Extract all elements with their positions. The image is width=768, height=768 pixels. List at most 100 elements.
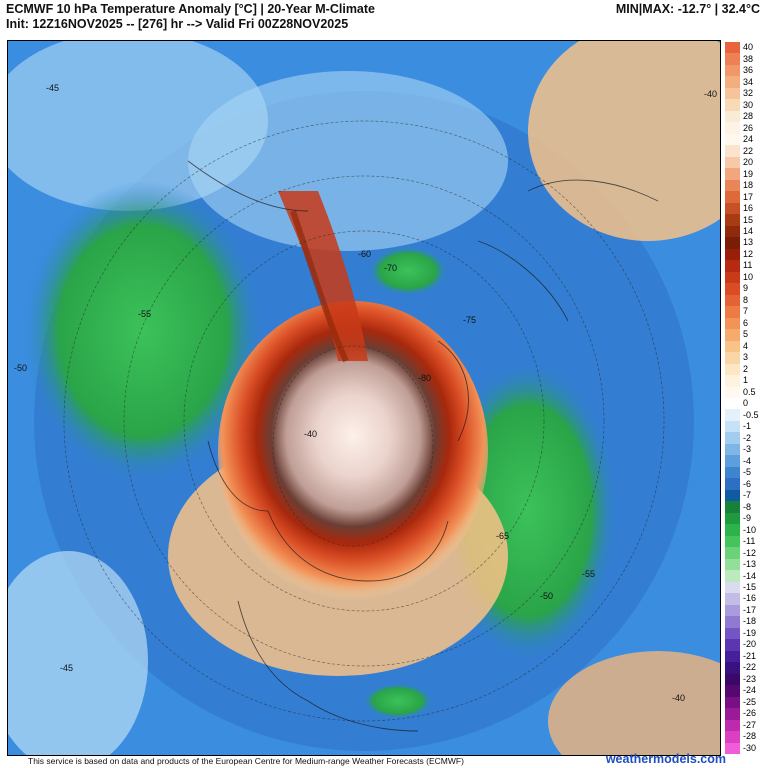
legend-label: -4 xyxy=(743,455,752,466)
legend-label: 9 xyxy=(743,283,749,294)
legend-label: 13 xyxy=(743,237,754,248)
legend-swatch xyxy=(725,489,740,502)
legend-swatch xyxy=(725,639,740,652)
legend-label: -8 xyxy=(743,501,752,512)
legend-swatch xyxy=(725,512,740,525)
legend-swatch xyxy=(725,156,740,169)
contour-label: -50 xyxy=(540,591,554,601)
legend-swatch xyxy=(725,375,740,387)
legend-swatch xyxy=(725,191,740,204)
legend-label: -6 xyxy=(743,478,752,489)
legend-swatch xyxy=(725,558,740,571)
legend-label: -17 xyxy=(743,604,757,615)
legend-label: -16 xyxy=(743,593,757,604)
legend-swatch xyxy=(725,420,740,433)
contour-label: -40 xyxy=(304,429,318,439)
legend-swatch xyxy=(725,317,740,330)
legend-swatch xyxy=(725,87,740,100)
legend-swatch xyxy=(725,202,740,215)
legend-swatch xyxy=(725,53,740,66)
contour-label: -60 xyxy=(358,249,372,259)
legend-swatch xyxy=(725,42,740,54)
legend-label: 6 xyxy=(743,317,749,328)
brand-link[interactable]: weathermodels.com xyxy=(605,752,726,766)
legend-label: 4 xyxy=(743,340,749,351)
legend-label: 14 xyxy=(743,225,754,236)
legend-swatch xyxy=(725,340,740,353)
legend-swatch xyxy=(725,237,740,250)
legend-label: -12 xyxy=(743,547,757,558)
legend-swatch xyxy=(725,294,740,307)
cold-anomaly-west xyxy=(23,181,263,481)
legend-label: -10 xyxy=(743,524,757,535)
legend-swatch xyxy=(725,214,740,227)
contour-label: -65 xyxy=(496,531,510,541)
legend-label: 12 xyxy=(743,248,754,259)
legend-swatch xyxy=(725,673,740,686)
legend-swatch xyxy=(725,524,740,537)
legend-swatch xyxy=(725,719,740,732)
contour-label: -50 xyxy=(14,363,28,373)
legend-label: 3 xyxy=(743,352,749,363)
legend-label: -26 xyxy=(743,708,757,719)
legend-swatch xyxy=(725,685,740,698)
legend-label: 36 xyxy=(743,65,754,76)
legend-swatch xyxy=(725,76,740,89)
legend-swatch xyxy=(725,225,740,238)
temperature-anomaly-map[interactable]: -45 -50 -55 -40 -60 -70 -75 -80 -65 -55 … xyxy=(7,40,721,756)
legend-label: 26 xyxy=(743,122,754,133)
legend-label: 30 xyxy=(743,99,754,110)
legend-swatch xyxy=(725,283,740,296)
legend-label: 1 xyxy=(743,375,749,386)
legend-swatch xyxy=(725,443,740,456)
legend-label: -18 xyxy=(743,616,757,627)
legend-label: -5 xyxy=(743,467,752,478)
legend-label: -11 xyxy=(743,536,756,547)
legend-label: -9 xyxy=(743,513,752,524)
legend-swatch xyxy=(725,742,740,755)
contour-label: -80 xyxy=(418,373,432,383)
legend-label: 22 xyxy=(743,145,754,156)
legend-swatch xyxy=(725,145,740,158)
legend-label: -2 xyxy=(743,432,752,443)
legend-swatch xyxy=(725,260,740,273)
legend-label: 8 xyxy=(743,294,749,305)
legend-label: 18 xyxy=(743,180,754,191)
contour-label: -45 xyxy=(60,663,74,673)
legend-swatch xyxy=(725,547,740,560)
contour-label: -55 xyxy=(582,569,596,579)
min-max-readout: MIN|MAX: -12.7° | 32.4°C xyxy=(615,2,760,16)
legend-swatch xyxy=(725,604,740,617)
legend-label: 40 xyxy=(743,42,754,53)
contour-label: -40 xyxy=(672,693,686,703)
legend-swatch xyxy=(725,398,740,410)
legend-swatch xyxy=(725,731,740,743)
legend-swatch xyxy=(725,386,740,399)
legend-swatch xyxy=(725,271,740,284)
legend-label: -30 xyxy=(743,742,757,753)
legend-label: 0.5 xyxy=(743,386,756,397)
legend-label: -24 xyxy=(743,685,757,696)
legend-label: 0 xyxy=(743,398,749,409)
contour-label: -45 xyxy=(46,83,60,93)
legend-label: 5 xyxy=(743,329,749,340)
legend-label: -0.5 xyxy=(743,409,759,420)
map-title: ECMWF 10 hPa Temperature Anomaly [°C] | … xyxy=(6,2,376,16)
legend-swatch xyxy=(725,662,740,675)
warm-anomaly-core xyxy=(218,301,488,601)
legend-label: -3 xyxy=(743,444,752,455)
legend-label: 7 xyxy=(743,306,749,317)
legend-label: -1 xyxy=(743,421,752,432)
legend-swatch xyxy=(725,708,740,721)
legend-label: -27 xyxy=(743,719,757,730)
legend-swatch xyxy=(725,466,740,479)
legend-swatch xyxy=(725,409,740,422)
legend-swatch xyxy=(725,99,740,112)
legend-swatch xyxy=(725,122,740,135)
legend-label: -28 xyxy=(743,731,757,742)
legend-label: 2 xyxy=(743,363,749,374)
map-valid-time: Init: 12Z16NOV2025 -- [276] hr --> Valid… xyxy=(6,17,349,31)
contour-label: -55 xyxy=(138,309,152,319)
legend-label: -15 xyxy=(743,581,757,592)
legend-label: 17 xyxy=(743,191,754,202)
